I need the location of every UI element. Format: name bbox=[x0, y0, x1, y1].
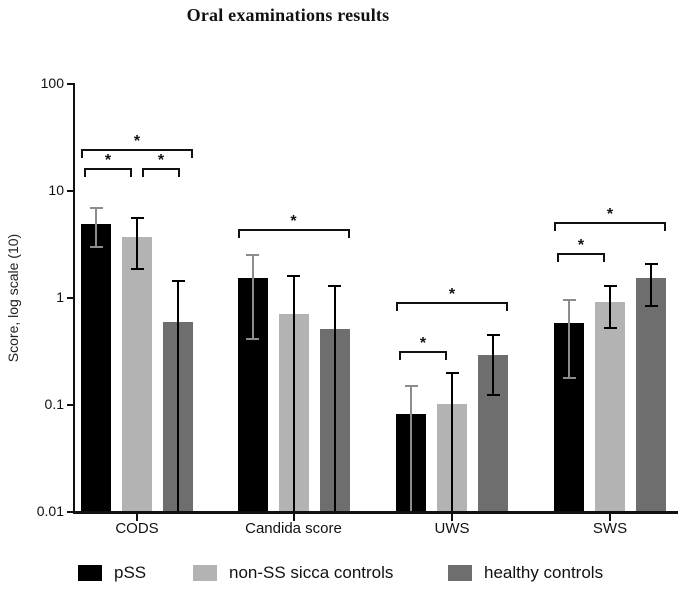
error-bar-cap-top bbox=[445, 371, 459, 374]
significance-bracket-end bbox=[237, 229, 240, 239]
error-bar-line bbox=[568, 299, 570, 380]
significance-bracket bbox=[84, 168, 132, 171]
significance-star: * bbox=[157, 152, 165, 170]
legend-label: pSS bbox=[114, 563, 147, 582]
error-bar-line bbox=[410, 385, 412, 511]
significance-bracket-end bbox=[178, 168, 180, 178]
error-bar-line bbox=[177, 279, 179, 511]
error-bar-line bbox=[451, 371, 453, 511]
error-bar-cap-top bbox=[89, 207, 103, 210]
x-category-label: CODS bbox=[115, 520, 159, 537]
significance-bracket-end bbox=[506, 301, 508, 311]
y-tick-label: 100 bbox=[40, 75, 64, 91]
significance-star: * bbox=[133, 133, 141, 151]
y-tick-label: 10 bbox=[48, 182, 64, 198]
y-tick bbox=[67, 511, 73, 513]
x-tick bbox=[609, 514, 611, 521]
error-bar-cap-bottom bbox=[486, 393, 500, 396]
significance-star: * bbox=[104, 152, 112, 170]
significance-bracket-end bbox=[664, 222, 666, 232]
significance-bracket-end bbox=[81, 149, 83, 159]
legend-label: non-SS sicca controls bbox=[229, 563, 394, 582]
significance-bracket-end bbox=[142, 168, 144, 178]
error-bar-cap-top bbox=[644, 262, 658, 265]
bar-sws-series1 bbox=[595, 301, 625, 511]
error-bar-cap-bottom bbox=[562, 377, 576, 380]
legend-item: healthy controls bbox=[448, 563, 603, 583]
y-axis-title: Score, log scale (10) bbox=[5, 233, 21, 363]
error-bar-cap-top bbox=[603, 284, 617, 287]
significance-bracket-end bbox=[191, 149, 193, 159]
error-bar-line bbox=[292, 275, 295, 511]
significance-bracket-end bbox=[554, 222, 556, 232]
significance-bracket bbox=[554, 222, 666, 225]
significance-bracket bbox=[399, 351, 447, 354]
error-bar-line bbox=[650, 262, 652, 308]
significance-bracket-end bbox=[396, 301, 398, 311]
legend-item: pSS bbox=[78, 563, 146, 583]
error-bar-cap-top bbox=[486, 334, 500, 337]
x-category-label: Candida score bbox=[245, 520, 342, 537]
significance-bracket-end bbox=[557, 252, 559, 262]
x-tick bbox=[292, 514, 295, 521]
error-bar-cap-top bbox=[328, 284, 341, 287]
x-tick bbox=[451, 514, 453, 521]
error-bar-cap-bottom bbox=[246, 337, 259, 340]
significance-star: * bbox=[448, 285, 456, 303]
error-bar-cap-bottom bbox=[89, 245, 103, 248]
significance-bracket-end bbox=[399, 351, 401, 361]
significance-bracket bbox=[81, 149, 193, 152]
error-bar-line bbox=[95, 207, 97, 248]
x-category-label: SWS bbox=[592, 520, 628, 537]
error-bar-line bbox=[333, 284, 336, 511]
legend-label: healthy controls bbox=[484, 563, 604, 582]
x-axis bbox=[73, 511, 678, 514]
error-bar-line bbox=[609, 284, 611, 330]
x-tick bbox=[136, 514, 138, 521]
significance-bracket-end bbox=[603, 252, 605, 262]
error-bar-cap-bottom bbox=[603, 327, 617, 330]
error-bar-cap-bottom bbox=[644, 305, 658, 308]
bar-sws-series2 bbox=[636, 278, 666, 511]
error-bar-line bbox=[492, 334, 494, 396]
bar-cods-series1 bbox=[122, 237, 152, 511]
significance-bracket-end bbox=[347, 229, 350, 239]
chart-title: Oral examinations results bbox=[186, 5, 390, 25]
error-bar-line bbox=[251, 254, 254, 340]
y-tick-label: 0.01 bbox=[36, 503, 64, 519]
y-tick bbox=[67, 404, 73, 406]
legend-swatch bbox=[193, 565, 217, 581]
legend-item: non-SS sicca controls bbox=[193, 563, 393, 583]
significance-bracket-end bbox=[84, 168, 86, 178]
error-bar-cap-top bbox=[130, 216, 144, 219]
bar-cods-series0 bbox=[81, 224, 111, 511]
y-tick bbox=[67, 190, 73, 192]
error-bar-cap-top bbox=[287, 275, 300, 278]
significance-bracket bbox=[557, 252, 605, 255]
error-bar-cap-top bbox=[171, 279, 185, 282]
significance-bracket bbox=[237, 229, 350, 232]
significance-bracket bbox=[396, 301, 508, 304]
y-tick-label: 1 bbox=[56, 289, 64, 305]
y-axis bbox=[73, 83, 75, 514]
legend-swatch bbox=[78, 565, 102, 581]
significance-bracket-end bbox=[130, 168, 132, 178]
significance-star: * bbox=[419, 335, 427, 353]
legend-swatch bbox=[448, 565, 472, 581]
y-tick bbox=[67, 297, 73, 299]
y-tick-label: 0.1 bbox=[44, 396, 64, 412]
x-category-label: UWS bbox=[434, 520, 470, 537]
significance-star: * bbox=[606, 206, 614, 224]
significance-star: * bbox=[577, 236, 585, 254]
error-bar-cap-top bbox=[246, 254, 259, 257]
y-tick bbox=[67, 83, 73, 85]
significance-bracket bbox=[142, 168, 180, 171]
error-bar-cap-top bbox=[562, 299, 576, 302]
error-bar-cap-bottom bbox=[130, 267, 144, 270]
error-bar-cap-top bbox=[404, 385, 418, 388]
significance-bracket-end bbox=[445, 351, 447, 361]
significance-star: * bbox=[290, 213, 297, 231]
error-bar-line bbox=[136, 216, 138, 270]
